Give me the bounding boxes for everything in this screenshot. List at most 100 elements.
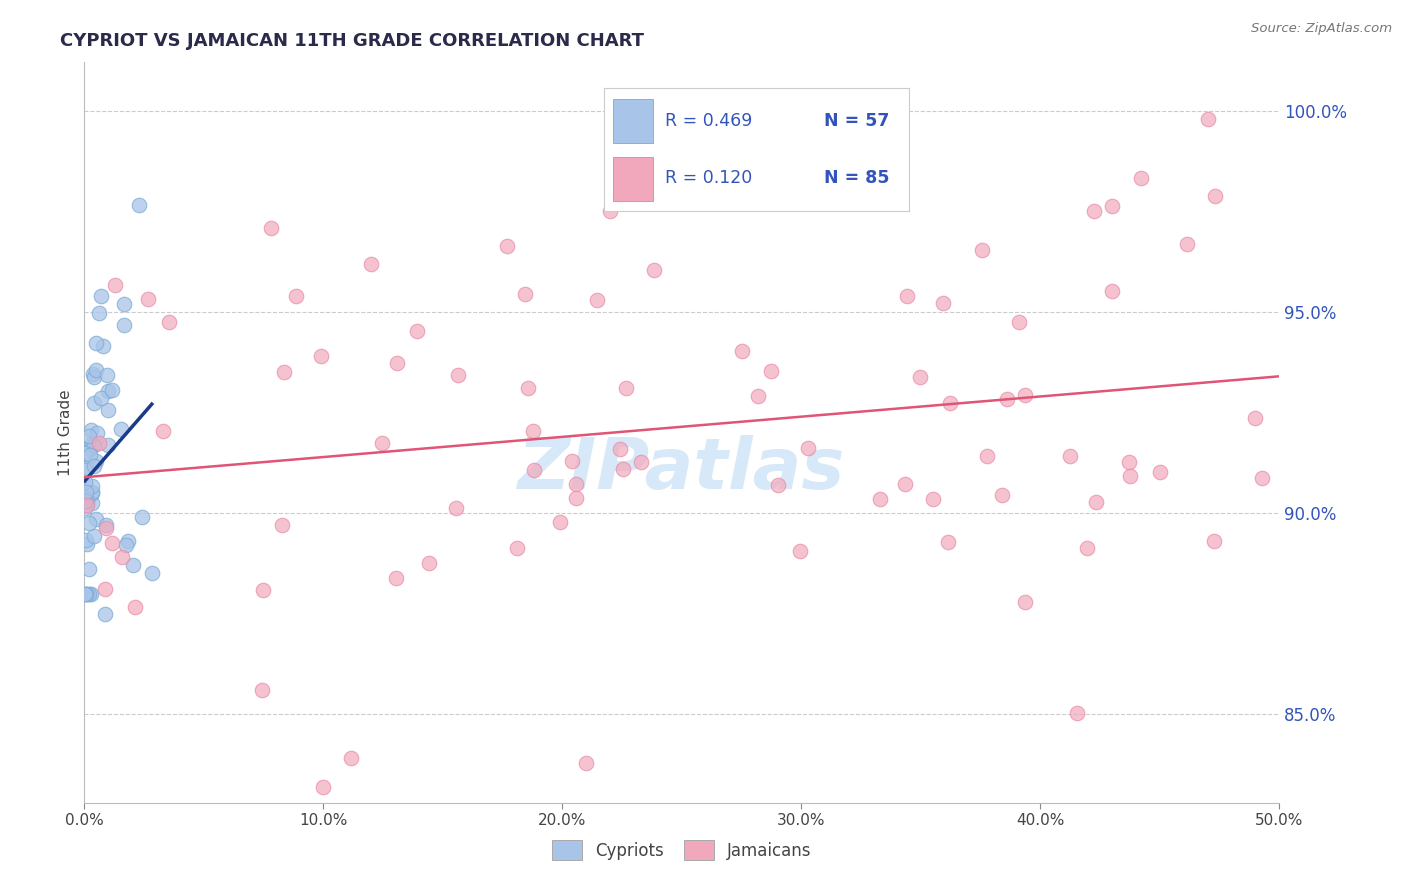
Point — [990, 488, 1012, 502]
Point — [932, 296, 955, 310]
Point — [94, 607, 117, 621]
Point — [84, 512, 107, 526]
Point — [938, 534, 960, 549]
Point — [97, 403, 120, 417]
Point — [80, 436, 103, 450]
Point — [561, 454, 583, 468]
Point — [73, 494, 96, 508]
Point — [495, 239, 517, 253]
Point — [75, 500, 97, 515]
Point — [312, 780, 335, 794]
Point — [110, 423, 132, 437]
Point — [360, 257, 382, 271]
Legend: Cypriots, Jamaicans: Cypriots, Jamaicans — [544, 831, 820, 869]
Point — [75, 461, 97, 475]
Point — [1014, 388, 1036, 402]
Point — [565, 476, 588, 491]
Point — [121, 558, 143, 573]
Point — [614, 380, 637, 394]
Point — [96, 521, 118, 535]
Point — [75, 475, 97, 490]
Point — [586, 293, 609, 307]
Point — [418, 557, 440, 571]
Point — [80, 586, 103, 600]
Point — [93, 339, 115, 353]
Point — [157, 315, 180, 329]
Point — [97, 384, 120, 399]
Point — [624, 124, 647, 138]
Point — [82, 367, 104, 381]
Point — [76, 536, 98, 550]
Point — [1059, 449, 1081, 463]
Point — [260, 221, 283, 235]
Point — [101, 536, 124, 550]
Point — [73, 446, 96, 460]
Point — [939, 396, 962, 410]
Point — [84, 363, 107, 377]
Point — [79, 448, 101, 462]
Point — [1175, 237, 1198, 252]
Point — [80, 423, 103, 437]
Point — [1101, 198, 1123, 212]
Point — [80, 496, 103, 510]
Point — [1076, 541, 1098, 555]
Point — [138, 293, 160, 307]
Point — [89, 289, 111, 303]
Point — [93, 582, 115, 597]
Point — [79, 429, 101, 443]
Point — [1251, 471, 1274, 485]
Point — [73, 463, 96, 477]
Point — [548, 515, 571, 529]
Point — [444, 501, 467, 516]
Point — [766, 477, 789, 491]
Point — [87, 306, 110, 320]
Point — [131, 510, 153, 524]
Point — [76, 586, 98, 600]
Point — [111, 549, 134, 564]
Point — [77, 516, 100, 531]
Point — [643, 263, 665, 277]
Point — [75, 586, 97, 600]
Point — [252, 583, 274, 598]
Point — [893, 476, 915, 491]
Point — [75, 533, 97, 548]
Point — [1197, 112, 1219, 126]
Point — [96, 518, 118, 533]
Point — [141, 566, 163, 581]
Point — [1130, 171, 1153, 186]
Point — [83, 438, 105, 452]
Point — [1083, 204, 1105, 219]
Point — [797, 441, 820, 455]
Point — [1066, 706, 1088, 720]
Text: CYPRIOT VS JAMAICAN 11TH GRADE CORRELATION CHART: CYPRIOT VS JAMAICAN 11TH GRADE CORRELATI… — [60, 32, 644, 50]
Point — [789, 544, 811, 558]
Point — [76, 499, 98, 513]
Point — [1204, 189, 1226, 203]
Point — [252, 682, 274, 697]
Text: ZIPatlas: ZIPatlas — [519, 435, 845, 504]
Point — [446, 368, 468, 382]
Point — [83, 529, 105, 543]
Point — [152, 424, 174, 438]
Point — [522, 425, 544, 439]
Point — [124, 600, 146, 615]
Point — [80, 486, 103, 500]
Point — [405, 324, 427, 338]
Point — [340, 750, 363, 764]
Point — [84, 453, 107, 467]
Text: Source: ZipAtlas.com: Source: ZipAtlas.com — [1251, 22, 1392, 36]
Point — [599, 204, 621, 219]
Point — [73, 586, 96, 600]
Point — [1118, 469, 1140, 483]
Point — [972, 244, 994, 258]
Point — [385, 571, 408, 585]
Point — [516, 381, 538, 395]
Point — [1243, 411, 1265, 425]
Point — [630, 455, 652, 469]
Point — [612, 462, 634, 476]
Point — [83, 395, 105, 409]
Point — [506, 541, 529, 556]
Point — [575, 756, 598, 770]
Point — [75, 485, 97, 500]
Point — [87, 436, 110, 450]
